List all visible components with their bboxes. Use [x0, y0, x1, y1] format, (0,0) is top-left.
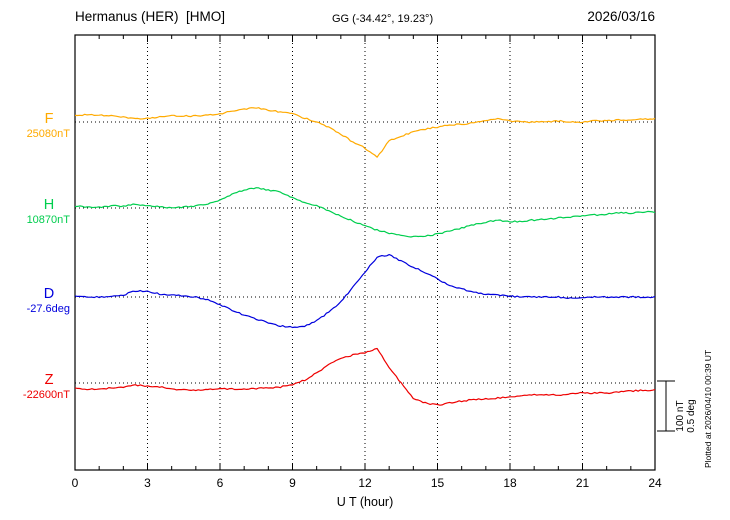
plot-border	[74, 34, 656, 471]
component-letter-H: H	[44, 197, 54, 213]
trace-D	[74, 254, 656, 329]
geo-coordinates: GG (-34.42°, 19.23°)	[332, 13, 434, 25]
x-tick-label: 21	[576, 476, 590, 490]
scale-label-nt: 100 nT	[675, 400, 686, 431]
x-tick-label: 9	[289, 476, 296, 490]
x-tick-label: 15	[431, 476, 445, 490]
x-tick-label: 0	[72, 476, 79, 490]
trace-Z	[74, 347, 656, 406]
x-tick-label: 6	[217, 476, 224, 490]
x-tick-label: 12	[358, 476, 372, 490]
date-label: 2026/03/16	[587, 9, 655, 24]
component-baseline-value-F: 25080nT	[27, 128, 71, 140]
x-tick-label: 18	[503, 476, 517, 490]
scale-label-deg: 0.5 deg	[686, 399, 697, 432]
trace-H	[74, 187, 656, 238]
station-title: Hermanus (HER) [HMO]	[75, 9, 226, 24]
component-baseline-value-D: -27.6deg	[27, 303, 70, 315]
component-letter-D: D	[44, 286, 54, 302]
x-axis-label: U T (hour)	[337, 495, 394, 509]
component-baseline-value-H: 10870nT	[27, 214, 71, 226]
component-letter-Z: Z	[45, 372, 54, 388]
component-letter-F: F	[45, 111, 54, 127]
x-tick-label: 24	[648, 476, 662, 490]
x-tick-label: 3	[144, 476, 151, 490]
plotted-at-note: Plotted at 2026/04/10 00:39 UT	[703, 350, 713, 468]
trace-F	[74, 107, 656, 158]
component-baseline-value-Z: -22600nT	[23, 389, 70, 401]
